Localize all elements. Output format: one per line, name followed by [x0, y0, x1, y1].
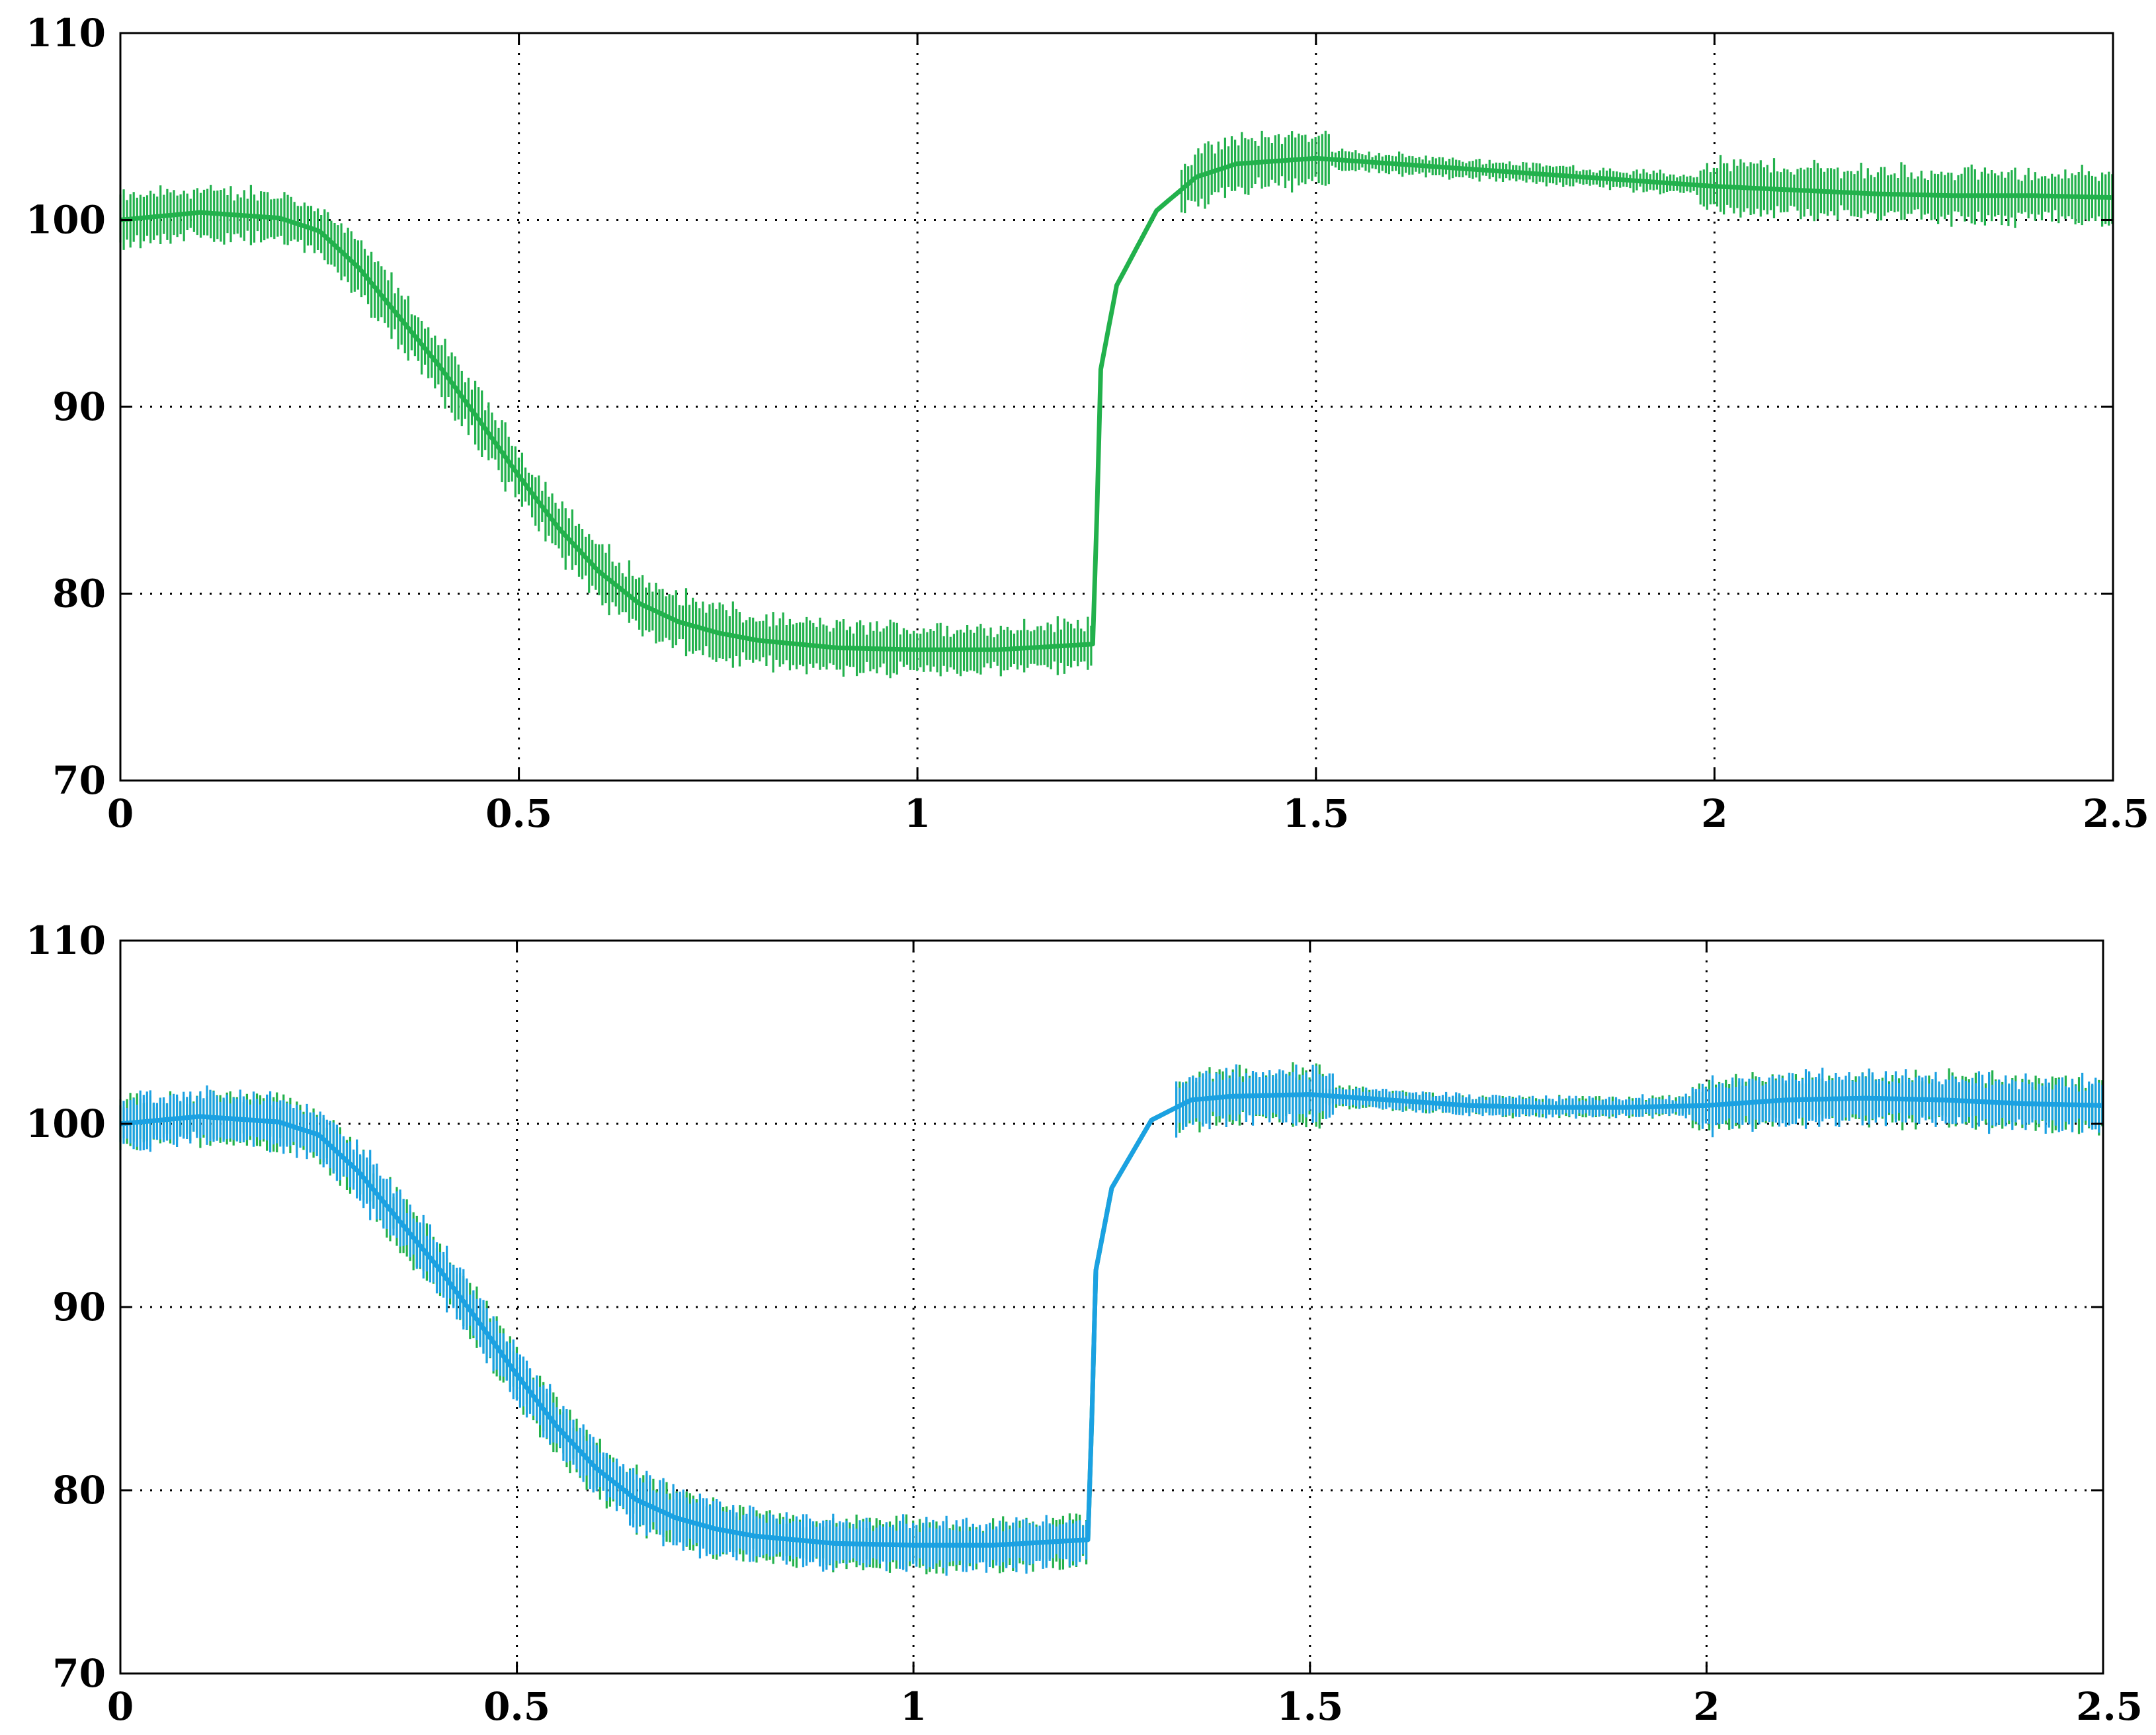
x-tick-label: 1 — [900, 1684, 927, 1729]
chart-panel-bottom: 0 0.5 1 1.5 2 2.5 70 80 90 100 110 — [26, 918, 2143, 1729]
x-tick-label: 0 — [107, 1684, 134, 1729]
y-tick-label: 110 — [26, 918, 106, 963]
x-tick-label: 2.5 — [2083, 791, 2149, 836]
y-tick-label: 70 — [52, 758, 106, 803]
series-0-noise — [119, 1062, 2104, 1575]
x-tick-label: 0.5 — [483, 1684, 550, 1729]
axes-frame — [119, 939, 2104, 1675]
x-tick-label: 0 — [107, 791, 134, 836]
y-tick-label: 110 — [26, 11, 106, 56]
series-0-line — [120, 1092, 2104, 1548]
y-tick-label: 90 — [52, 1285, 106, 1330]
chart-panel-top: 0 0.5 1 1.5 2 2.5 70 80 90 100 110 — [26, 11, 2149, 836]
series-0-line — [120, 155, 2114, 652]
x-tick-label: 1.5 — [1282, 791, 1349, 836]
x-tick-label: 2.5 — [2076, 1684, 2143, 1729]
y-tick-label: 100 — [26, 198, 106, 243]
x-tick-label: 0.5 — [485, 791, 552, 836]
y-tick-label: 90 — [52, 384, 106, 429]
series-0-noise — [119, 130, 2114, 679]
y-tick-label: 70 — [52, 1651, 106, 1696]
series-1-noise — [119, 1064, 2104, 1576]
y-tick-label: 80 — [52, 571, 106, 616]
x-tick-label: 2 — [1701, 791, 1727, 836]
x-tick-label: 1 — [904, 791, 931, 836]
y-tick-label: 80 — [52, 1468, 106, 1513]
series-0 — [119, 1062, 2104, 1575]
series-0 — [119, 130, 2114, 679]
series-1-line — [120, 1092, 2104, 1548]
x-tick-label: 1.5 — [1276, 1684, 1343, 1729]
y-tick-label: 100 — [26, 1101, 106, 1146]
x-tick-label: 2 — [1693, 1684, 1720, 1729]
series-1 — [119, 1064, 2104, 1576]
